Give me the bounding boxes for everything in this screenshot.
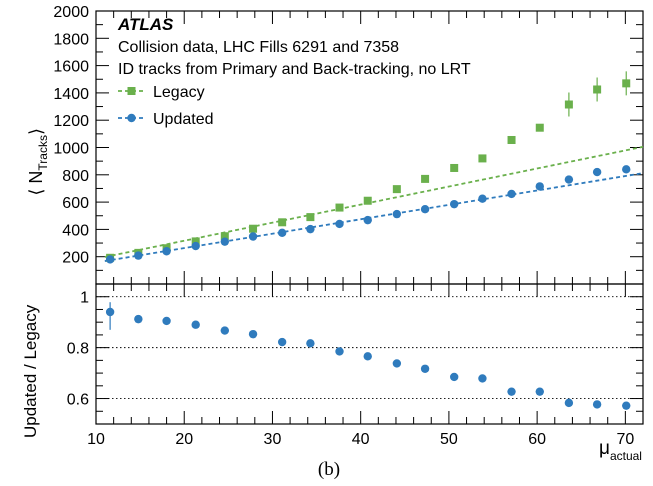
ratio-y-tick-label: 0.6: [67, 392, 89, 409]
legend-label-legacy: Legacy: [153, 84, 205, 101]
experiment-label: ATLAS: [117, 15, 174, 34]
updated-point: [191, 241, 200, 251]
legacy-point: [363, 196, 372, 205]
y-tick-label: 1400: [53, 86, 89, 103]
updated-point: [564, 175, 574, 184]
updated-point: [507, 189, 516, 199]
figure-caption: (b): [318, 459, 340, 480]
ratio-point: [478, 374, 487, 383]
ratio-point: [449, 372, 459, 382]
legacy-point: [535, 123, 544, 132]
tracks-panel: 200 400 600 800 1000 1200 1400 1600 1800 2000 ATL…: [26, 4, 644, 285]
updated-point: [134, 251, 143, 260]
x-tick-label: 10: [87, 431, 105, 448]
ratio-point: [507, 387, 516, 396]
ratio-point: [191, 320, 200, 329]
y-tick-label: 400: [62, 222, 89, 239]
legend-marker-legacy: [127, 87, 136, 95]
updated-point: [363, 215, 372, 225]
annotation-line-2: ID tracks from Primary and Back-tracking…: [118, 61, 471, 78]
legacy-point: [478, 154, 487, 163]
legacy-point: [191, 237, 200, 246]
ratio-panel: 0.60.81 10 20 30 40 50 60 70 Updated / Legacy …: [21, 11, 644, 463]
x-axis-label: μactual: [599, 438, 642, 463]
legacy-point: [392, 185, 401, 194]
legacy-point: [564, 100, 573, 109]
ratio-y-tick-label: 1: [80, 290, 89, 307]
legend-marker-updated: [127, 113, 136, 123]
legacy-point: [622, 79, 631, 88]
ratio-point: [220, 326, 230, 335]
fit-lines: [104, 145, 644, 262]
y-tick-label: 1200: [53, 113, 89, 130]
legend: Legacy Updated: [118, 84, 214, 128]
updated-point: [392, 209, 402, 219]
updated-point: [162, 247, 171, 256]
ratio-point: [162, 316, 171, 326]
ratio-point: [392, 359, 402, 368]
y-tick-label: 800: [62, 168, 89, 185]
legacy-point: [507, 135, 516, 144]
ratio-point: [564, 398, 574, 408]
legacy-point: [220, 232, 229, 241]
updated-point: [105, 255, 115, 264]
legacy-point: [306, 213, 315, 222]
annotation-line-1: Collision data, LHC Fills 6291 and 7358: [118, 39, 399, 56]
x-tick-label: 60: [528, 431, 546, 448]
x-axis-ticks: 10 20 30 40 50 60 70: [87, 11, 644, 448]
ratio-point: [363, 352, 372, 361]
ratio-plot-frame: [95, 283, 644, 425]
updated-point: [306, 224, 315, 234]
updated-point: [449, 199, 459, 209]
tracks-y-ticks: 200 400 600 800 1000 1200 1400 1600 1800 2000: [53, 4, 643, 271]
updated-point: [277, 228, 287, 238]
y-tick-label: 1000: [53, 141, 89, 158]
ratio-points: [105, 302, 631, 410]
updated-point: [420, 204, 430, 214]
legend-label-updated: Updated: [153, 111, 214, 128]
ratio-point: [535, 387, 544, 396]
x-tick-label: 40: [352, 431, 370, 448]
updated-point: [248, 232, 258, 241]
ratio-point: [335, 347, 344, 356]
ratio-reference-lines: [96, 296, 643, 399]
ratio-y-axis-label: Updated / Legacy: [21, 304, 40, 438]
updated-point: [535, 182, 544, 191]
updated-point: [220, 237, 230, 246]
ratio-point: [105, 307, 115, 317]
fit-line-legacy: [104, 145, 644, 258]
x-tick-label: 20: [175, 431, 193, 448]
updated-point: [622, 165, 631, 174]
ratio-y-ticks: 0.6 0.8 1: [67, 290, 643, 412]
fit-line-updated: [104, 172, 644, 262]
ratio-point: [248, 329, 258, 339]
y-tick-label: 1800: [53, 31, 89, 48]
y-tick-label: 1600: [53, 59, 89, 76]
updated-point: [592, 167, 602, 177]
legacy-point: [421, 174, 430, 183]
x-tick-label: 30: [264, 431, 282, 448]
tracks-points: [105, 71, 631, 264]
tracks-y-axis-label: ⟨ NTracks⟩: [26, 128, 50, 196]
ratio-point: [306, 339, 315, 348]
ratio-point: [134, 314, 143, 324]
legacy-point: [249, 224, 258, 233]
y-tick-label: 2000: [53, 4, 89, 21]
updated-point: [335, 219, 344, 229]
legacy-point: [278, 218, 287, 227]
legacy-point: [335, 203, 344, 212]
legacy-point: [450, 163, 459, 172]
ratio-point: [420, 364, 430, 373]
ratio-point: [592, 400, 602, 409]
y-tick-label: 200: [62, 250, 89, 267]
y-tick-label: 600: [62, 195, 89, 212]
ratio-y-tick-label: 0.8: [67, 341, 89, 358]
x-tick-label: 50: [440, 431, 458, 448]
ratio-point: [277, 337, 287, 347]
updated-point: [478, 194, 487, 203]
legacy-point: [593, 85, 602, 94]
ratio-point: [622, 401, 631, 410]
x-tick-label: 70: [616, 431, 634, 448]
